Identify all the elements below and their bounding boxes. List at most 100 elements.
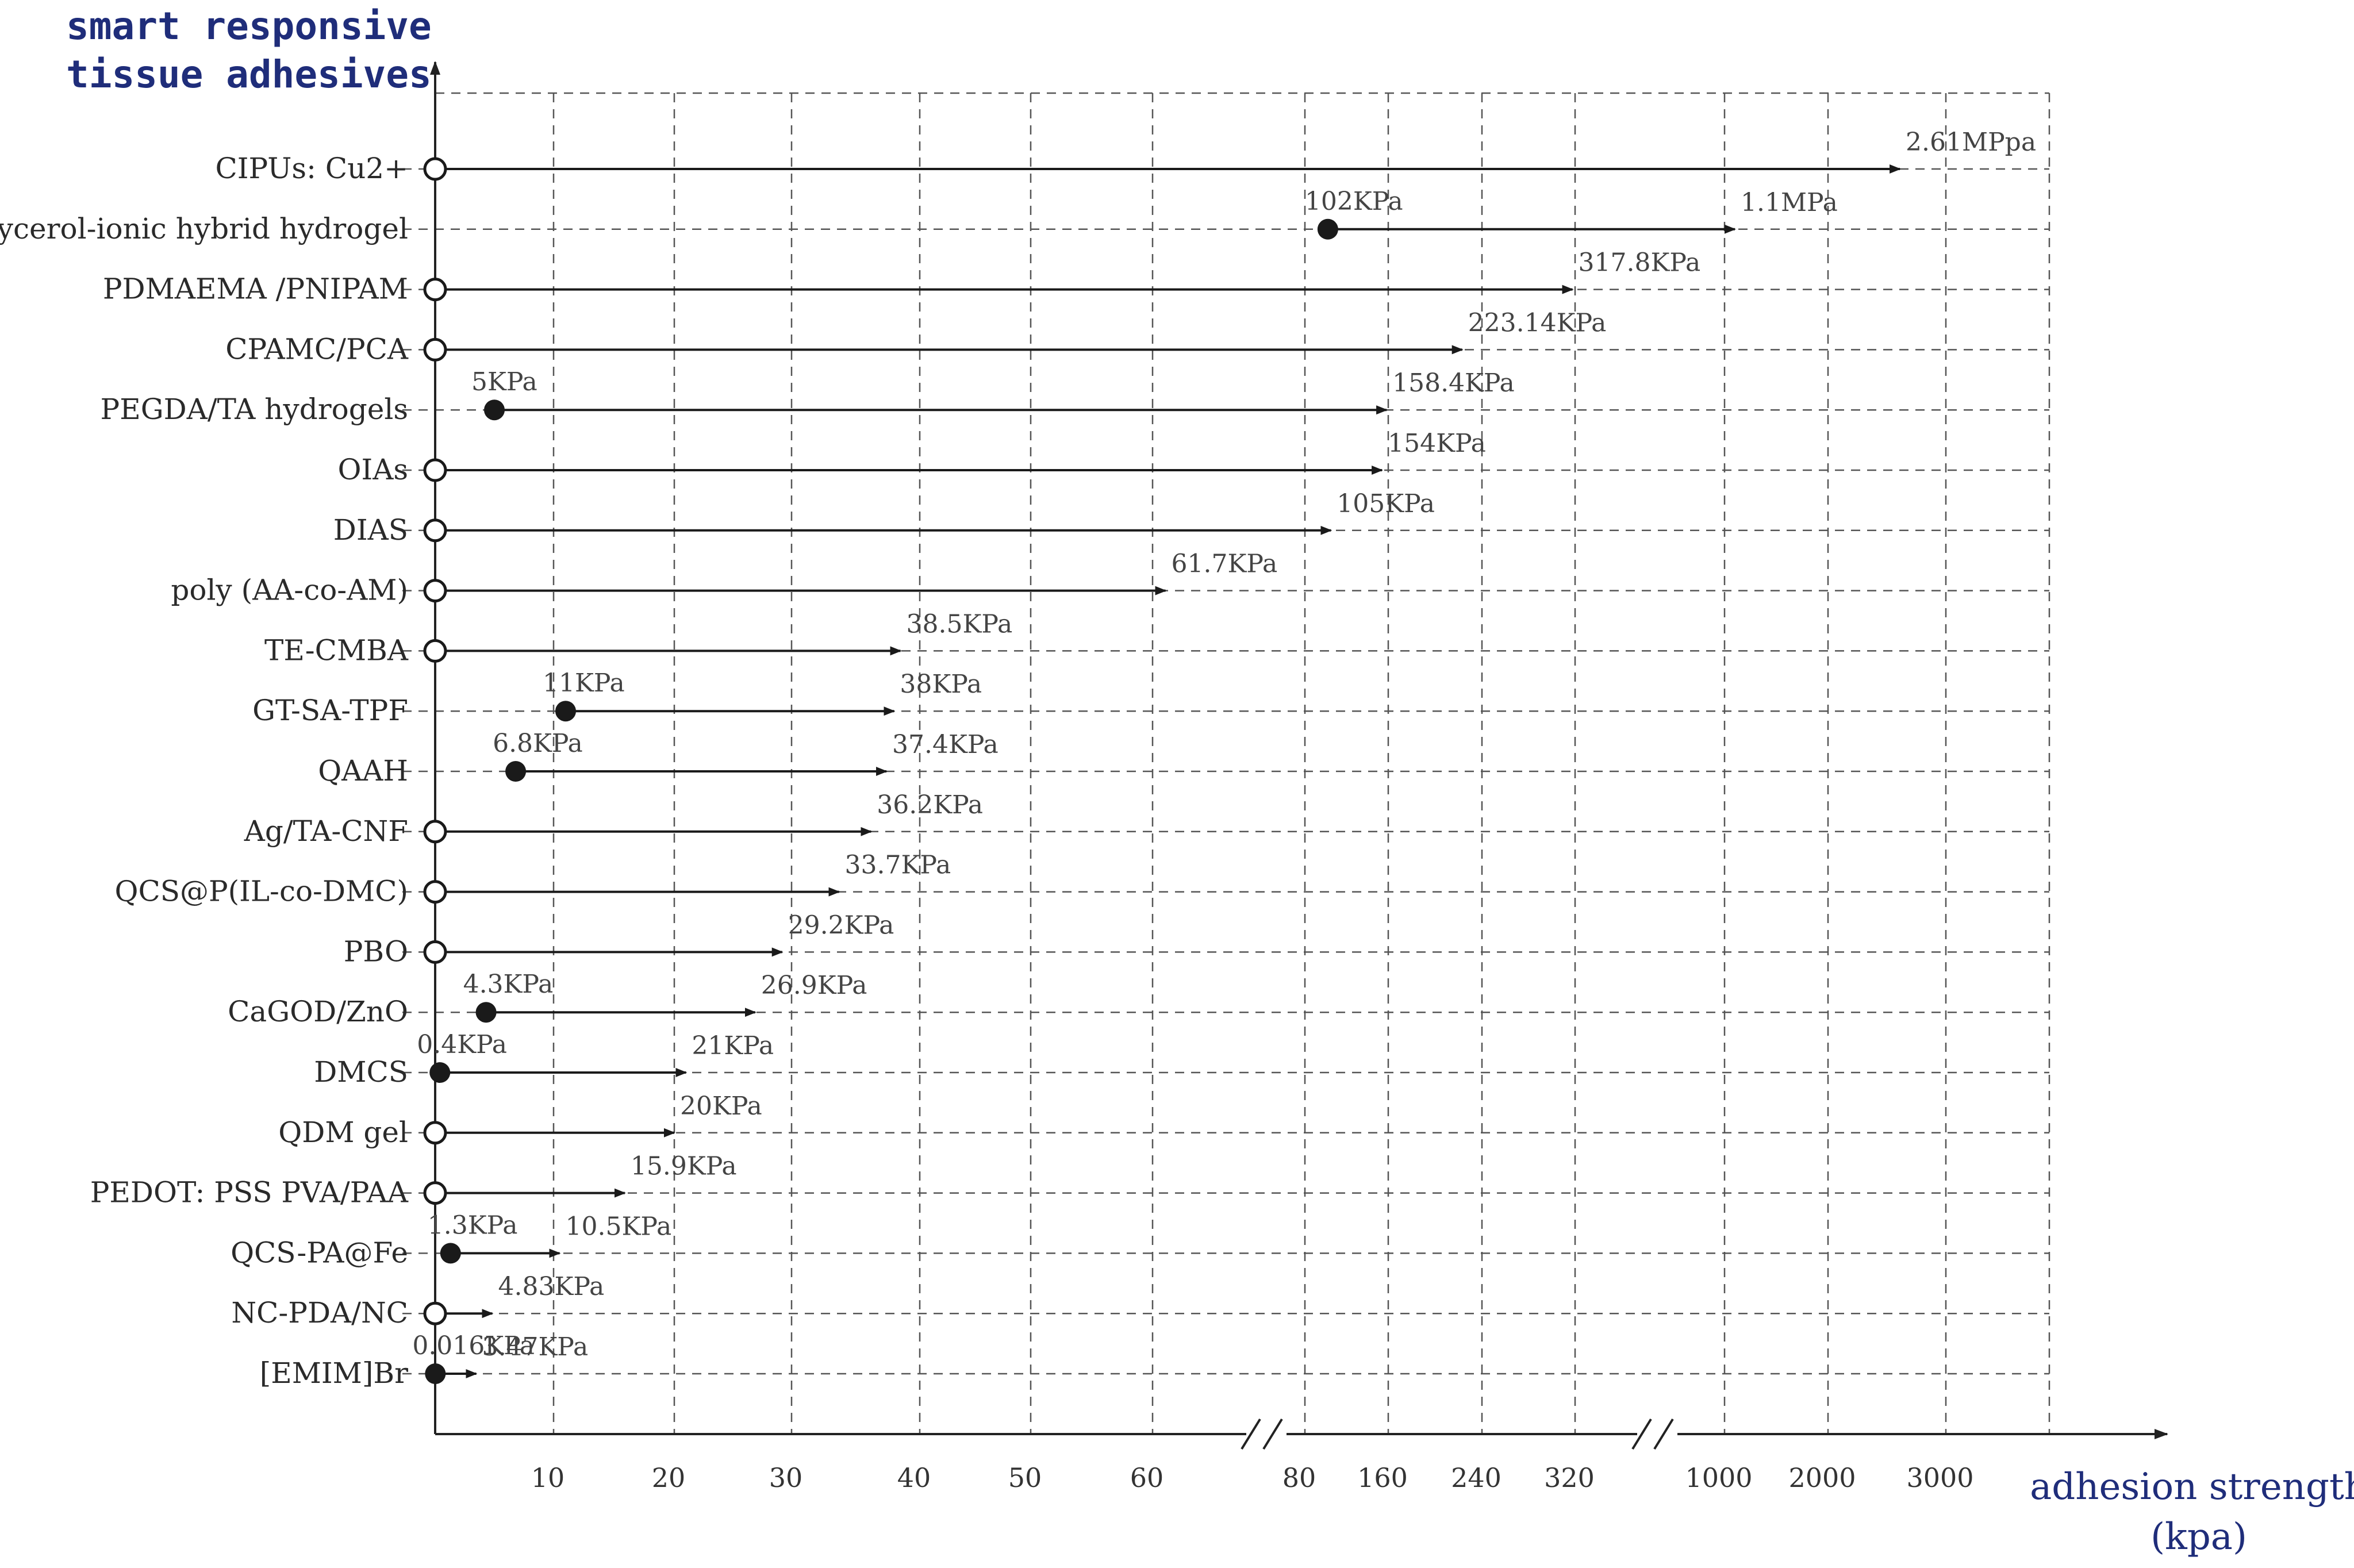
category-label: GT-SA-TPF xyxy=(252,694,408,727)
data-row: PEDOT: PSS PVA/PAA 15.9KPa xyxy=(90,1152,737,1209)
x-tick-label: 80 xyxy=(1282,1462,1316,1493)
x-tick-label: 2000 xyxy=(1788,1462,1856,1493)
start-marker-open xyxy=(423,518,447,543)
x-tick-label: 50 xyxy=(1008,1462,1042,1493)
category-label: QCS@P(IL-co-DMC) xyxy=(114,875,408,908)
category-label: QAAH xyxy=(318,754,408,787)
end-value-label: 38KPa xyxy=(900,670,982,699)
end-value-label: 10.5KPa xyxy=(566,1212,672,1241)
end-value-label: 4.83KPa xyxy=(498,1272,604,1301)
x-tick-label: 40 xyxy=(897,1462,931,1493)
end-value-label: 61.7KPa xyxy=(1172,549,1278,579)
data-rows: CIPUs: Cu2+ 2.61MPpa glycerol-ionic hybrid… xyxy=(0,128,2036,1390)
start-value-label: 4.3KPa xyxy=(463,970,554,999)
start-marker-filled xyxy=(429,1062,451,1083)
x-tick-label: 60 xyxy=(1130,1462,1164,1493)
axis-break-slash xyxy=(1631,1418,1652,1450)
end-value-label: 21KPa xyxy=(692,1031,774,1060)
end-value-label: 3.47KPa xyxy=(482,1332,588,1362)
category-label: [EMIM]Br xyxy=(260,1356,408,1390)
data-row: QAAH 6.8KPa 37.4KPa xyxy=(318,729,999,787)
axis-break-slash xyxy=(1653,1418,1674,1450)
start-marker-open xyxy=(423,820,447,844)
end-value-label: 37.4KPa xyxy=(892,730,999,759)
start-marker-open xyxy=(423,1301,447,1325)
axes: 10 20 30 40 50 60 80 160 240 320 1000 2000 3000 xyxy=(430,61,2168,1493)
category-label: QDM gel xyxy=(278,1116,408,1149)
category-label: NC-PDA/NC xyxy=(231,1296,408,1329)
end-value-label: 15.9KPa xyxy=(631,1152,737,1181)
end-value-label: 158.4KPa xyxy=(1392,368,1515,398)
data-row: QDM gel 20KPa xyxy=(278,1092,762,1149)
category-label: DIAS xyxy=(333,513,408,547)
axis-break-slash xyxy=(1241,1418,1261,1450)
data-row: TE-CMBA 38.5KPa xyxy=(264,609,1012,667)
end-value-label: 36.2KPa xyxy=(877,790,983,820)
start-marker-open xyxy=(423,880,447,904)
start-value-label: 6.8KPa xyxy=(493,729,583,758)
data-row: QCS@P(IL-co-DMC) 33.7KPa xyxy=(114,851,951,908)
end-value-label: 317.8KPa xyxy=(1579,248,1701,278)
data-row: DMCS 0.4KPa 21KPa xyxy=(314,1030,774,1089)
category-label: PBO xyxy=(344,935,408,968)
end-value-label: 38.5KPa xyxy=(907,609,1013,639)
end-value-label: 154KPa xyxy=(1388,429,1486,458)
data-row: PEGDA/TA hydrogels 5KPa 158.4KPa xyxy=(101,367,1515,426)
start-marker-filled xyxy=(484,399,505,421)
start-value-label: 11KPa xyxy=(543,668,625,698)
x-axis-title-line-1: adhesion strength xyxy=(2030,1466,2354,1508)
data-row: OIAs 154KPa xyxy=(337,429,1485,486)
axis-titles: smart responsive tissue adhesives adhesi… xyxy=(66,4,2354,1558)
data-row: QCS-PA@Fe 1.3KPa 10.5KPa xyxy=(231,1210,671,1269)
data-row: CPAMC/PCA 223.14KPa xyxy=(225,308,1606,366)
data-row: Ag/TA-CNF 36.2KPa xyxy=(244,790,983,848)
start-value-label: 5KPa xyxy=(471,367,537,397)
category-label: CPAMC/PCA xyxy=(225,332,409,366)
data-row: GT-SA-TPF 11KPa 38KPa xyxy=(252,668,982,727)
data-row: CaGOD/ZnO 4.3KPa 26.9KPa xyxy=(228,970,867,1028)
start-marker-filled xyxy=(555,701,576,722)
data-row: PDMAEMA /PNIPAM 317.8KPa xyxy=(103,248,1700,306)
data-row: DIAS 105KPa xyxy=(333,489,1435,547)
end-value-label: 26.9KPa xyxy=(761,971,867,1000)
start-marker-open xyxy=(423,639,447,663)
start-marker-open xyxy=(423,337,447,362)
start-marker-filled xyxy=(505,761,527,782)
start-marker-open xyxy=(423,579,447,603)
start-marker-open xyxy=(423,278,447,302)
category-label: glycerol-ionic hybrid hydrogel xyxy=(0,212,408,245)
category-label: OIAs xyxy=(337,453,408,486)
y-axis-title-line-2: tissue adhesives xyxy=(66,52,432,97)
end-value-label: 223.14KPa xyxy=(1468,308,1607,337)
data-row: glycerol-ionic hybrid hydrogel 102KPa 1.1M… xyxy=(0,187,1838,245)
start-value-label: 1.3KPa xyxy=(428,1210,518,1240)
axis-break-mark xyxy=(1631,1418,1677,1450)
category-label: CaGOD/ZnO xyxy=(228,995,408,1028)
start-marker-filled xyxy=(425,1363,446,1384)
start-marker-filled xyxy=(1317,218,1338,240)
start-marker-filled xyxy=(475,1002,497,1023)
end-value-label: 1.1MPa xyxy=(1741,188,1838,217)
data-row: poly (AA-co-AM) 61.7KPa xyxy=(171,549,1277,607)
start-value-label: 0.4KPa xyxy=(417,1030,507,1059)
x-tick-label: 30 xyxy=(769,1462,803,1493)
x-axis-title-line-2: (kpa) xyxy=(2151,1516,2247,1558)
x-tick-label: 1000 xyxy=(1685,1462,1752,1493)
x-tick-label: 240 xyxy=(1451,1462,1502,1493)
data-row: CIPUs: Cu2+ 2.61MPpa xyxy=(216,128,2037,185)
x-tick-label: 320 xyxy=(1544,1462,1595,1493)
data-row: NC-PDA/NC 4.83KPa xyxy=(231,1272,604,1329)
start-marker-open xyxy=(423,1121,447,1145)
axis-break-mark xyxy=(1241,1418,1287,1450)
start-value-label: 102KPa xyxy=(1305,187,1403,216)
axis-break-slash xyxy=(1262,1418,1283,1450)
category-label: CIPUs: Cu2+ xyxy=(216,152,408,185)
x-tick-label: 160 xyxy=(1357,1462,1408,1493)
end-value-label: 29.2KPa xyxy=(788,910,894,940)
x-tick-label: 3000 xyxy=(1906,1462,1973,1493)
data-row: PBO 29.2KPa xyxy=(344,910,894,968)
category-label: poly (AA-co-AM) xyxy=(171,574,408,607)
